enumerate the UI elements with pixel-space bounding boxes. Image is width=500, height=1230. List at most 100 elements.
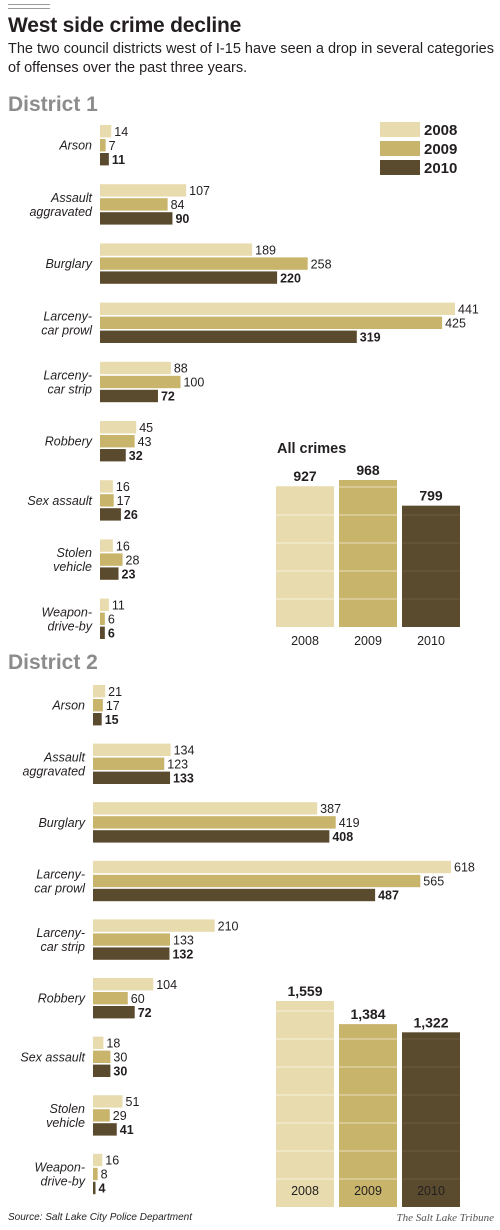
district1-value-robbery-2010: 32 — [129, 449, 143, 463]
district2-bar-robbery-2009 — [93, 992, 128, 1005]
district1-value-larceny-car-prowl-2009: 425 — [445, 317, 466, 331]
district2-bar-weapon-drive-by-2010 — [93, 1181, 96, 1195]
district1-bar-burglary-2008 — [100, 243, 253, 256]
district2-label-stolen-vehicle-line1: Stolen — [50, 1102, 85, 1116]
district2-value-stolen-vehicle-2010: 41 — [120, 1123, 134, 1137]
chart-title: West side crime decline — [8, 14, 242, 37]
district1-value-weapon-drive-by-2009: 6 — [108, 613, 115, 627]
district2-bar-assault-aggravated-2008 — [93, 743, 171, 756]
district1-value-larceny-car-strip-2008: 88 — [174, 362, 188, 376]
district1-bar-burglary-2010 — [100, 271, 278, 284]
district1-bar-assault-aggravated-2009 — [100, 198, 168, 211]
district2-label-larceny-car-prowl-line2: car prowl — [34, 882, 86, 896]
district1-total-bar-2008 — [276, 486, 334, 627]
district1-value-larceny-car-prowl-2010: 319 — [360, 331, 381, 345]
district2-value-larceny-car-strip-2008: 210 — [218, 919, 239, 933]
district1-label-assault-aggravated-line2: aggravated — [29, 205, 93, 219]
district1-value-stolen-vehicle-2009: 28 — [126, 553, 140, 567]
district2-bar-stolen-vehicle-2009 — [93, 1109, 110, 1122]
district2-total-year-2008: 2008 — [291, 1184, 319, 1198]
district2-value-larceny-car-strip-2009: 133 — [173, 933, 194, 947]
district1-bar-weapon-drive-by-2008 — [100, 598, 109, 611]
district2-bar-stolen-vehicle-2008 — [93, 1095, 123, 1108]
district2-value-weapon-drive-by-2009: 8 — [101, 1168, 108, 1182]
district1-label-weapon-drive-by-line2: drive-by — [48, 619, 93, 633]
district1-value-robbery-2009: 43 — [138, 435, 152, 449]
district2-value-assault-aggravated-2009: 123 — [167, 758, 188, 772]
district2-heading: District 2 — [8, 651, 98, 674]
district2-bar-assault-aggravated-2010 — [93, 771, 171, 784]
district2-bar-burglary-2008 — [93, 802, 318, 815]
district1-value-arson-2010: 11 — [112, 153, 125, 167]
district2-label-weapon-drive-by-line1: Weapon- — [35, 1161, 86, 1175]
district2-total-value-2009: 1,384 — [350, 1006, 385, 1022]
district2-value-assault-aggravated-2010: 133 — [173, 772, 194, 786]
district1-totals-title: All crimes — [277, 441, 346, 457]
district2-label-stolen-vehicle-line2: vehicle — [46, 1116, 85, 1130]
district2-bar-sex-assault-2009 — [93, 1050, 111, 1063]
district2-value-stolen-vehicle-2008: 51 — [126, 1095, 140, 1109]
district2-bar-weapon-drive-by-2009 — [93, 1167, 98, 1181]
district2-value-weapon-drive-by-2010: 4 — [99, 1182, 106, 1196]
district1-bar-robbery-2010 — [100, 449, 126, 462]
district2-total-bar-2010 — [402, 1032, 460, 1207]
district2-total-value-2010: 1,322 — [413, 1014, 448, 1030]
district2-label-larceny-car-strip-line2: car strip — [41, 940, 86, 954]
district2-total-bar-2008 — [276, 1001, 334, 1207]
district1-bar-assault-aggravated-2010 — [100, 212, 173, 225]
district1-bar-sex-assault-2009 — [100, 494, 114, 507]
district2-total-value-2008: 1,559 — [287, 983, 322, 999]
source-note: Source: Salt Lake City Police Department — [8, 1212, 192, 1223]
district2-value-sex-assault-2010: 30 — [113, 1065, 127, 1079]
district1-value-stolen-vehicle-2008: 16 — [116, 539, 130, 553]
district2-label-larceny-car-strip-line1: Larceny- — [36, 926, 85, 940]
district1-label-larceny-car-prowl-line2: car prowl — [41, 323, 93, 337]
district2-value-sex-assault-2008: 18 — [106, 1037, 120, 1051]
district2-value-robbery-2008: 104 — [156, 978, 177, 992]
legend-label-2009: 2009 — [424, 141, 457, 158]
legend-label-2008: 2008 — [424, 122, 457, 139]
district1-label-stolen-vehicle-line1: Stolen — [57, 546, 92, 560]
district1-label-stolen-vehicle-line2: vehicle — [53, 560, 92, 574]
district2-bar-arson-2010 — [93, 713, 102, 726]
district1-total-bar-2009 — [339, 480, 397, 627]
district1-bar-larceny-car-strip-2008 — [100, 361, 171, 375]
district2-bar-larceny-car-prowl-2008 — [93, 860, 451, 874]
district1-total-bar-2010 — [402, 505, 460, 627]
legend-swatch-2008 — [380, 122, 420, 137]
district2-bar-assault-aggravated-2009 — [93, 757, 165, 770]
district1-bar-robbery-2008 — [100, 421, 137, 434]
district2-value-arson-2008: 21 — [108, 685, 122, 699]
district1-total-year-2008: 2008 — [291, 634, 319, 648]
credit-note: The Salt Lake Tribune — [396, 1212, 494, 1224]
district1-heading: District 1 — [8, 93, 98, 116]
district1-total-year-2010: 2010 — [417, 634, 445, 648]
district2-bar-robbery-2010 — [93, 1006, 135, 1019]
district1-label-larceny-car-strip-line2: car strip — [48, 383, 93, 397]
district1-bar-burglary-2009 — [100, 257, 308, 270]
district1-total-value-2010: 799 — [419, 488, 443, 504]
district2-total-year-2010: 2010 — [417, 1184, 445, 1198]
district1-value-assault-aggravated-2010: 90 — [175, 212, 189, 226]
district1-bar-weapon-drive-by-2009 — [100, 612, 105, 625]
district2-bar-larceny-car-strip-2008 — [93, 919, 215, 932]
district2-bar-robbery-2008 — [93, 978, 154, 991]
district2-bar-weapon-drive-by-2008 — [93, 1153, 103, 1167]
district2-value-robbery-2010: 72 — [138, 1006, 152, 1020]
district2-label-assault-aggravated-line1: Assault — [43, 750, 86, 764]
district1-value-larceny-car-strip-2009: 100 — [183, 376, 204, 390]
district1-label-burglary: Burglary — [45, 257, 92, 271]
top-rule — [8, 4, 50, 5]
district1-bar-stolen-vehicle-2009 — [100, 553, 123, 566]
district2-value-assault-aggravated-2008: 134 — [174, 744, 195, 758]
district2-total-year-2009: 2009 — [354, 1184, 382, 1198]
district1-bar-weapon-drive-by-2010 — [100, 626, 105, 639]
district2-value-robbery-2009: 60 — [131, 992, 145, 1006]
district1-bar-stolen-vehicle-2008 — [100, 539, 113, 552]
district2-bar-sex-assault-2010 — [93, 1064, 111, 1077]
district2-bar-larceny-car-strip-2010 — [93, 947, 170, 960]
district1-bar-stolen-vehicle-2010 — [100, 567, 119, 580]
district1-bar-assault-aggravated-2008 — [100, 184, 187, 197]
district1-value-larceny-car-prowl-2008: 441 — [458, 303, 479, 317]
district2-label-arson: Arson — [51, 699, 85, 713]
